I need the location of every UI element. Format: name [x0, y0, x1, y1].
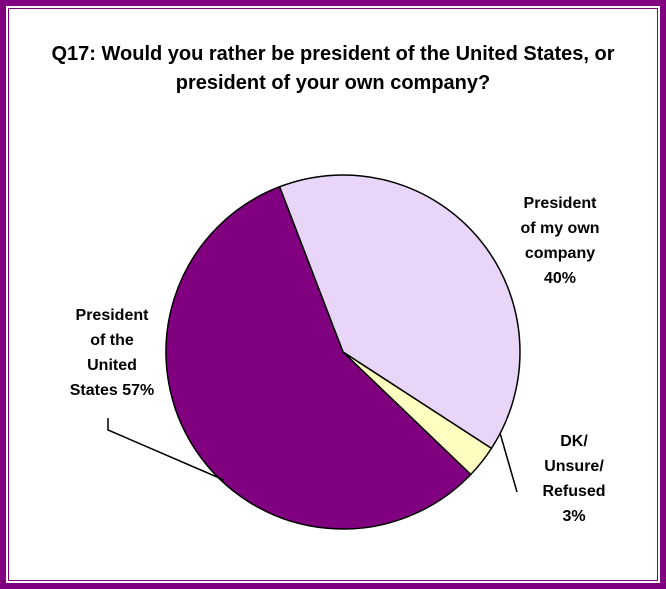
slice-label-line: President	[524, 195, 598, 212]
slice-label-line: 40%	[544, 270, 576, 287]
pie-slice-president-united-states	[165, 186, 472, 530]
slice-label-line: of the	[90, 332, 134, 349]
chart-title: Q17: Would you rather be president of th…	[51, 43, 615, 94]
slice-label-line: company	[525, 245, 595, 262]
leader-line-president-united-states	[107, 418, 225, 481]
slice-label-line: Unsure/	[544, 458, 604, 475]
chart-frame-inner-border	[8, 8, 658, 581]
slice-label-line: 3%	[562, 508, 585, 525]
slice-label-line: United	[87, 357, 137, 374]
slice-label-president-own-company: President of my own company 40%	[520, 195, 599, 287]
slice-label-line: DK/	[560, 433, 588, 450]
slice-label-line: President	[76, 307, 150, 324]
slice-label-line: of my own	[520, 220, 599, 237]
slice-label-line: States 57%	[70, 382, 155, 399]
slice-label-line: Refused	[542, 483, 605, 500]
leader-line-dk-unsure-refused	[499, 432, 518, 493]
slice-label-president-united-states: President of the United States 57%	[70, 307, 155, 399]
pie-slice-president-own-company	[278, 174, 521, 450]
slice-label-dk-unsure-refused: DK/Unsure/Refused 3%	[542, 433, 605, 525]
